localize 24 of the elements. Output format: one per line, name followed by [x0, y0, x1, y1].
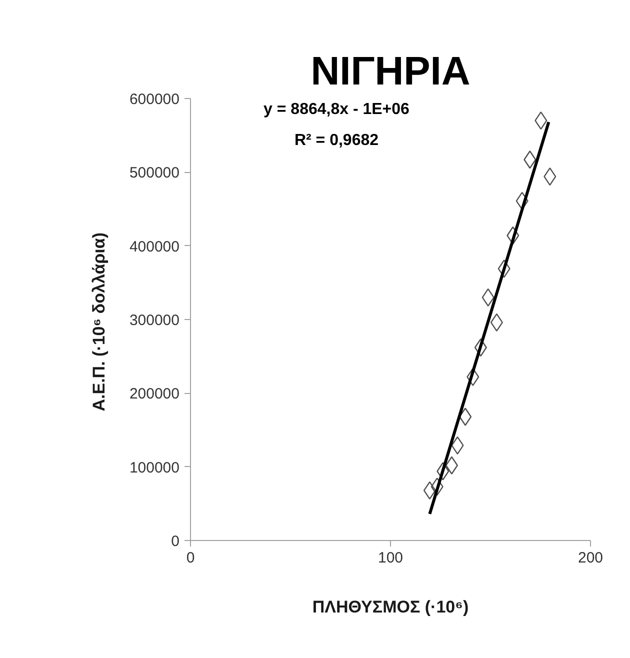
point	[482, 288, 494, 306]
point	[459, 408, 472, 426]
point	[436, 462, 450, 480]
y-tick-label: 500000	[129, 164, 180, 182]
annotation: R² = 0,9682	[294, 132, 379, 149]
point	[524, 150, 536, 169]
y-tick-label: 100000	[129, 459, 180, 476]
y-tick-label: 0	[171, 533, 180, 550]
point	[534, 112, 548, 130]
point	[516, 192, 528, 210]
chart-title: ΝΙΓΗΡΙΑ	[310, 50, 470, 94]
x-tick-label: 100	[378, 550, 404, 566]
point	[445, 456, 458, 474]
x-tick-label: 200	[578, 550, 604, 566]
y-axis-title: Α.Ε.Π. (·10⁶ δολλάρια)	[89, 232, 108, 412]
x-tick-label: 0	[186, 550, 195, 566]
point	[430, 478, 444, 496]
x-axis-title: ΠΛΗΘΥΣΜΟΣ (·10⁶)	[312, 598, 469, 616]
y-tick-label: 300000	[129, 312, 180, 329]
annotation: y = 8864,8x - 1E+06	[264, 101, 410, 118]
point	[498, 260, 510, 278]
y-tick-label: 600000	[129, 91, 180, 108]
y-tick-label: 200000	[129, 386, 180, 403]
y-tick-label: 400000	[129, 238, 180, 256]
